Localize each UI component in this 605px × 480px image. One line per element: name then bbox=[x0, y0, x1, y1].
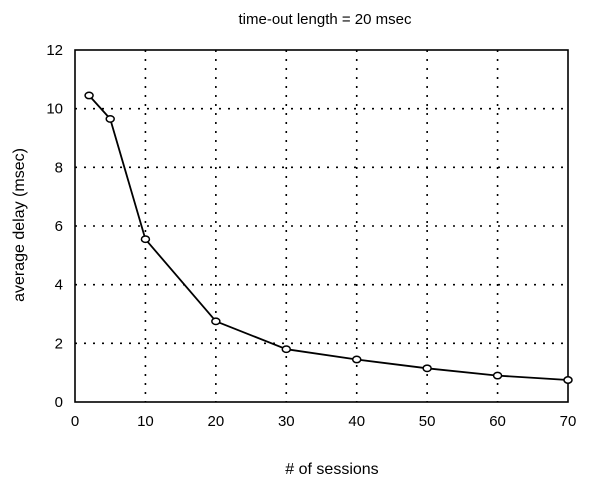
y-tick-label: 2 bbox=[55, 335, 63, 352]
plot-frame bbox=[74, 49, 569, 403]
y-axis-label: average delay (msec) bbox=[11, 148, 28, 302]
y-tick-label: 12 bbox=[46, 42, 63, 59]
x-tick-label: 0 bbox=[71, 413, 79, 430]
x-tick-label: 20 bbox=[208, 413, 225, 430]
x-tick-label: 10 bbox=[137, 413, 154, 430]
data-point bbox=[492, 371, 503, 380]
series-layer bbox=[84, 91, 573, 384]
x-tick-label: 30 bbox=[278, 413, 295, 430]
x-axis-label: # of sessions bbox=[285, 461, 378, 478]
y-tick-label: 6 bbox=[55, 218, 63, 235]
x-tick-label: 70 bbox=[560, 413, 577, 430]
grid-layer bbox=[75, 50, 568, 402]
data-point bbox=[281, 345, 292, 354]
data-point bbox=[563, 376, 573, 384]
chart-title: time-out length = 20 msec bbox=[238, 11, 412, 28]
data-point bbox=[211, 317, 221, 326]
data-point bbox=[422, 364, 432, 373]
data-point bbox=[105, 114, 115, 123]
data-point bbox=[351, 355, 362, 364]
x-tick-label: 50 bbox=[419, 413, 436, 430]
y-tick-label: 4 bbox=[55, 277, 63, 294]
y-tick-label: 0 bbox=[55, 394, 63, 411]
series-line bbox=[88, 94, 569, 381]
data-point bbox=[84, 91, 94, 100]
x-tick-label: 60 bbox=[489, 413, 506, 430]
y-tick-label: 10 bbox=[46, 101, 63, 118]
data-point bbox=[140, 235, 151, 244]
y-tick-label: 8 bbox=[55, 159, 63, 176]
x-tick-label: 40 bbox=[348, 413, 365, 430]
tick-layer: 0 10 20 30 40 50 60 70 0 2 4 6 8 10 12 bbox=[46, 42, 576, 430]
